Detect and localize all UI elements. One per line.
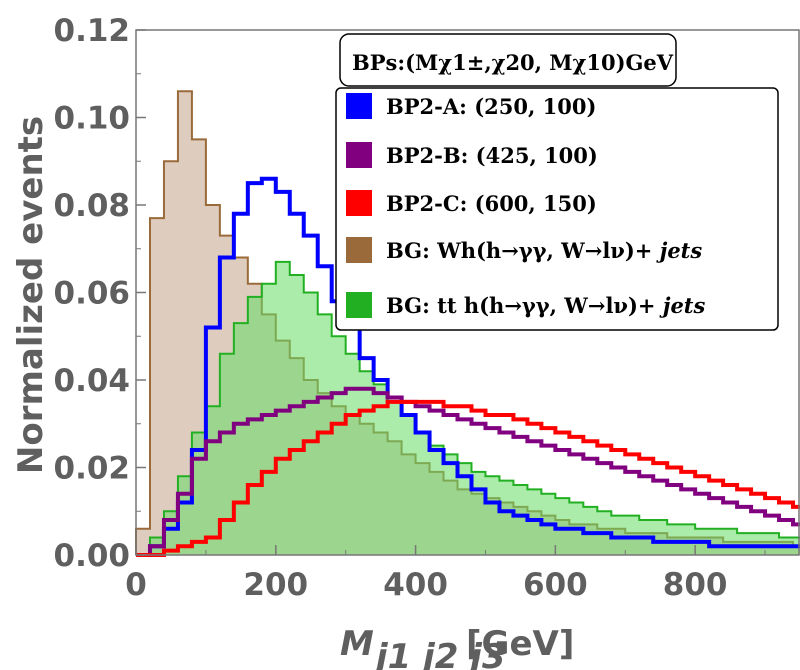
y-axis-title: Normalized events (11, 116, 51, 474)
legend-label-0: BG: Wh(h→γγ, W→lν)+ jets (386, 238, 702, 263)
series-layer (135, 90, 800, 557)
series-line-2 (136, 176, 800, 557)
x-tick-label: 800 (663, 567, 728, 603)
series-fill-1 (136, 261, 800, 555)
y-tick-label: 0.06 (54, 276, 131, 312)
legend-label-4: BP2-C: (600, 150) (386, 191, 597, 216)
x-tick-label: 0 (125, 567, 147, 603)
x-tick-label: 200 (243, 567, 308, 603)
x-axis-title-main: M (340, 624, 374, 664)
legend-swatch-1 (346, 292, 372, 318)
series-line-3 (136, 386, 800, 557)
series-line-4 (136, 399, 800, 557)
legend-swatch-3 (346, 142, 372, 168)
legend-label-1: BG: tt h(h→γγ, W→lν)+ jets (386, 293, 706, 318)
legend-swatch-2 (346, 93, 372, 119)
x-axis-title-sub: j1 j2 j3 (371, 637, 506, 670)
legend-title: BPs:(Mχ1±,χ20, Mχ10)GeV (352, 50, 674, 75)
y-tick-label: 0.08 (54, 188, 131, 224)
x-axis-title-unit: [GeV] (466, 624, 574, 664)
legend: BP2-A: (250, 100) BP2-B: (425, 100) BP2-C:… (335, 87, 779, 331)
y-tick-label: 0.00 (54, 538, 131, 574)
legend-label-2: BP2-A: (250, 100) (386, 94, 596, 119)
y-tick-label: 0.02 (54, 451, 131, 487)
legend-label-3: BP2-B: (425, 100) (386, 143, 598, 168)
x-axis-title: M j1 j2 j3 [GeV] (340, 624, 574, 670)
legend-title-box: BPs:(Mχ1±,χ20, Mχ10)GeV (339, 33, 677, 87)
y-tick-label: 0.04 (54, 363, 131, 399)
axis-ticks: 0 200 400 600 800 0.00 0.02 0.04 0.06 0.08 0.10 0.1… (54, 13, 766, 603)
legend-swatch-0 (346, 237, 372, 263)
x-tick-label: 600 (523, 567, 588, 603)
y-tick-label: 0.12 (54, 13, 131, 49)
legend-swatch-4 (346, 190, 372, 216)
x-tick-label: 400 (383, 567, 448, 603)
y-tick-label: 0.10 (54, 101, 131, 137)
